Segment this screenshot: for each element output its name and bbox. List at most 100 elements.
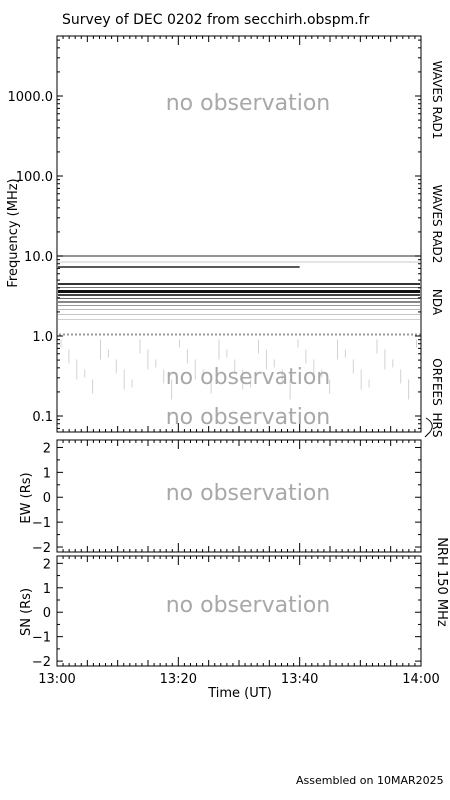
x-axis-label: Time (UT) bbox=[207, 686, 272, 701]
rad2-edge-dot bbox=[287, 333, 289, 336]
rad2-edge-dot bbox=[251, 333, 253, 336]
rad2-edge-dot bbox=[239, 333, 241, 336]
nda-stripe bbox=[58, 301, 420, 303]
rad2-edge-dot bbox=[115, 333, 117, 336]
rad2-edge-dot bbox=[407, 333, 409, 336]
instrument-label: WAVES RAD2 bbox=[430, 185, 444, 264]
spectrogram-y-ticks: 0.1 1.0 10.0 100.0 1000.0 bbox=[8, 39, 421, 429]
rad2-edge-dot bbox=[207, 333, 209, 336]
rad2-edge-dot bbox=[231, 333, 233, 336]
rad2-edge-dot bbox=[295, 333, 297, 336]
hrs-bracket bbox=[424, 417, 433, 438]
y-tick-label: −1 bbox=[32, 516, 51, 531]
y-tick-label: 0.1 bbox=[32, 410, 53, 425]
rad2-edge-dot bbox=[387, 333, 389, 336]
rad2-edge-dot bbox=[155, 333, 157, 336]
rad2-edge-dot bbox=[183, 333, 185, 336]
y-tick-label: 1000.0 bbox=[8, 90, 54, 105]
rad2-edge-dot bbox=[419, 333, 421, 336]
rad2-edge-dot bbox=[91, 333, 93, 336]
nda-stripe bbox=[58, 283, 420, 285]
rad2-edge-dot bbox=[119, 333, 121, 336]
rad2-edge-dot bbox=[95, 333, 97, 336]
rad2-edge-dot bbox=[103, 333, 105, 336]
rad2-edge-dot bbox=[323, 333, 325, 336]
sn-y-axis-label: SN (Rs) bbox=[19, 588, 34, 636]
rad2-edge-dot bbox=[195, 333, 197, 336]
instrument-label: ORFEES bbox=[430, 358, 444, 405]
rad2-edge-dot bbox=[179, 333, 181, 336]
rad2-edge-dot bbox=[219, 333, 221, 336]
rad2-edge-dot bbox=[127, 333, 129, 336]
spectrogram-panel: 0.1 1.0 10.0 100.0 1000.0 no observation no … bbox=[6, 35, 444, 438]
no-observation-hrs: no observation bbox=[166, 405, 331, 430]
rad2-edge-dot bbox=[67, 333, 69, 336]
nda-stripe bbox=[58, 314, 420, 315]
nda-stripe bbox=[58, 305, 420, 306]
instrument-label: WAVES RAD1 bbox=[430, 61, 444, 140]
rad2-edge-dot bbox=[391, 333, 393, 336]
rad2-edge-dot bbox=[343, 333, 345, 336]
footer-assembled: Assembled on 10MAR2025 bbox=[296, 774, 444, 787]
nda-stripe bbox=[58, 309, 420, 310]
ew-y-axis-label: EW (Rs) bbox=[19, 472, 34, 523]
rad2-edge-dot bbox=[279, 333, 281, 336]
rad2-edge-dot bbox=[403, 333, 405, 336]
nda-stripe bbox=[58, 290, 420, 293]
rad2-edge-dot bbox=[375, 333, 377, 336]
rad2-edge-dot bbox=[163, 333, 165, 336]
y-tick-label: 10.0 bbox=[24, 250, 53, 265]
rad2-edge-dot bbox=[415, 333, 417, 336]
rad2-edge-dot bbox=[371, 333, 373, 336]
x-tick-label: 13:00 bbox=[38, 672, 75, 687]
rad2-edge-dot bbox=[171, 333, 173, 336]
rad2-edge-dot bbox=[303, 333, 305, 336]
rad2-edge-dot bbox=[263, 333, 265, 336]
rad2-edge-dot bbox=[291, 333, 293, 336]
x-tick-label: 14:00 bbox=[402, 672, 439, 687]
nda-stripe bbox=[58, 319, 420, 320]
rad2-edge-dot bbox=[235, 333, 237, 336]
rad2-edge-dot bbox=[411, 333, 413, 336]
y-tick-label: −2 bbox=[32, 541, 51, 556]
rad2-edge-dot bbox=[223, 333, 225, 336]
rad2-edge-dot bbox=[191, 333, 193, 336]
rad2-edge-dot bbox=[83, 333, 85, 336]
nda-stripe bbox=[58, 287, 420, 288]
spectrogram-x-ticks bbox=[62, 36, 416, 432]
rad2-edge-dot bbox=[315, 333, 317, 336]
rad2-edge-dot bbox=[379, 333, 381, 336]
y-tick-label: −1 bbox=[32, 631, 51, 646]
y-tick-label: 1 bbox=[43, 466, 51, 481]
rad2-edge-dot bbox=[359, 333, 361, 336]
rad2-edge-dot bbox=[351, 333, 353, 336]
x-tick-label: 13:40 bbox=[281, 672, 318, 687]
rad2-edge-dot bbox=[63, 333, 65, 336]
rad2-edge-dot bbox=[111, 333, 113, 336]
y-tick-label: 0 bbox=[43, 491, 51, 506]
rad2-edge-dot bbox=[203, 333, 205, 336]
rad2-edge-dot bbox=[355, 333, 357, 336]
instrument-labels: WAVES RAD1 WAVES RAD2 NDA ORFEES HRS bbox=[430, 61, 444, 438]
rad2-edge-dot bbox=[143, 333, 145, 336]
nrh-label: NRH 150 MHz bbox=[434, 537, 449, 627]
ew-y-ticks: 2 1 0 −1 −2 bbox=[32, 441, 421, 556]
rad2-edge-dot bbox=[299, 333, 301, 336]
nrh-ew-panel: 2 1 0 −1 −2 no observation EW (Rs) bbox=[19, 439, 422, 556]
ew-x-ticks bbox=[62, 440, 416, 552]
rad2-edge-dot bbox=[307, 333, 309, 336]
rad2-edge-dot bbox=[75, 333, 77, 336]
spectrogram-image bbox=[58, 255, 421, 400]
rad2-edge-dot bbox=[399, 333, 401, 336]
rad2-edge-dot bbox=[71, 333, 73, 336]
y-tick-label: 0 bbox=[43, 606, 51, 621]
x-tick-label: 13:20 bbox=[160, 672, 197, 687]
rad2-edge-dot bbox=[283, 333, 285, 336]
rad2-edge-dot bbox=[151, 333, 153, 336]
rad2-edge-dot bbox=[211, 333, 213, 336]
rad2-edge-dot bbox=[199, 333, 201, 336]
nrh-sn-panel: 2 1 0 −1 −2 no observation SN (Rs) bbox=[19, 555, 422, 670]
rad2-edge-dot bbox=[247, 333, 249, 336]
rad2-edge-dot bbox=[79, 333, 81, 336]
rad2-edge-dot bbox=[131, 333, 133, 336]
